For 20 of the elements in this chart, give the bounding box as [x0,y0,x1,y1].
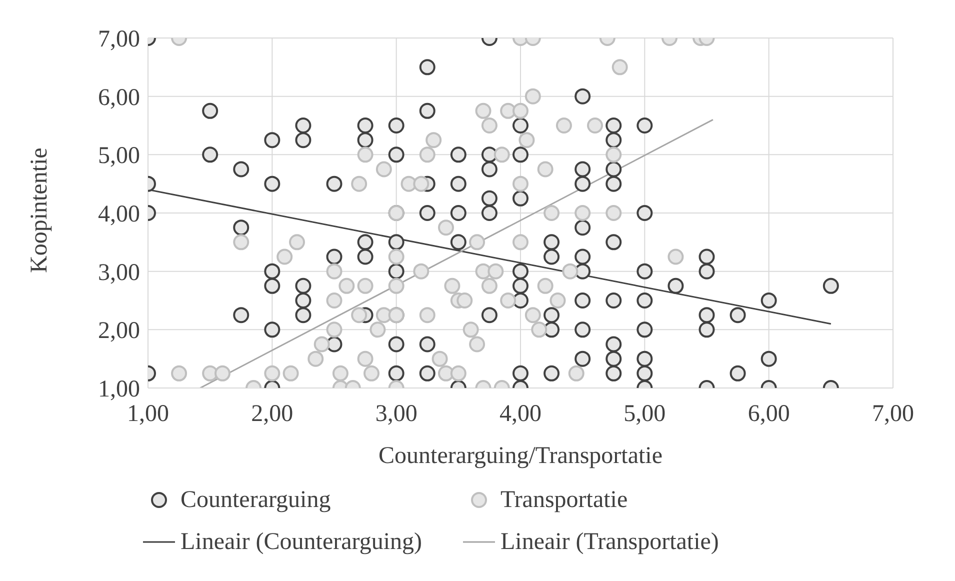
x-tick-label: 3,00 [375,401,418,428]
x-tick-label: 2,00 [251,401,294,428]
y-tick-label: 3,00 [98,260,140,286]
x-tick-label: 7,00 [872,401,914,428]
legend-label: Lineair (Counterarguing) [180,528,422,556]
x-axis-title: Counterarguing/Transportatie [378,443,662,469]
legend-label: Counterarguing [180,486,331,514]
y-tick-label: 1,00 [98,376,140,403]
legend-label: Transportatie [500,486,628,514]
y-tick-label: 5,00 [98,143,140,170]
legend-label: Lineair (Transportatie) [500,528,719,556]
y-tick-label: 6,00 [98,84,140,111]
y-tick-label: 2,00 [98,318,140,344]
x-tick-label: 5,00 [624,401,666,428]
x-tick-label: 1,00 [127,401,169,428]
y-axis-title: Koopintentie [26,148,53,273]
y-tick-label: 7,00 [98,26,140,53]
x-tick-label: 4,00 [500,401,542,428]
x-tick-label: 6,00 [748,401,790,428]
y-tick-label: 4,00 [98,202,140,228]
